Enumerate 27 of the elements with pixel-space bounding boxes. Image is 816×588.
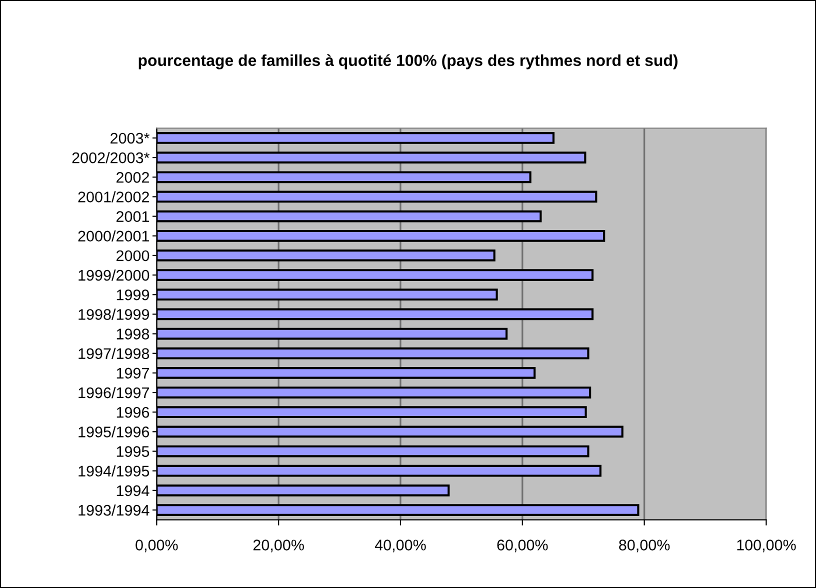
- x-tick-label: 60,00%: [497, 540, 548, 552]
- y-tick-label: 1994: [116, 485, 150, 496]
- y-tick-label: 1999: [116, 289, 150, 300]
- x-tick-label: 40,00%: [374, 540, 426, 552]
- y-tick-label: 2000/2001: [78, 230, 149, 242]
- chart-title: pourcentage de familles à quotité 100% (pays des rythmes nord et sud): [138, 54, 678, 70]
- x-tick-label: 0,00%: [136, 540, 178, 552]
- y-tick-label: 1997/1998: [78, 348, 150, 360]
- y-tick-label: 1998/1999: [78, 308, 150, 320]
- y-tick-label: 1995/1996: [78, 426, 150, 438]
- y-tick-label: 1995: [116, 446, 150, 457]
- y-tick-label: 1993/1994: [78, 504, 150, 516]
- y-tick-label: 2000: [116, 250, 150, 262]
- y-tick-label: 1999/2000: [78, 270, 150, 281]
- x-tick-label: 100,00%: [737, 540, 796, 552]
- x-tick-label: 20,00%: [253, 540, 304, 552]
- y-tick-label: 2002/2003*: [72, 152, 150, 164]
- y-tick-label: 1997: [116, 368, 149, 379]
- y-tick-label: 2002: [116, 172, 149, 183]
- y-tick-label: 1996: [116, 406, 150, 418]
- y-tick-label: 1998: [116, 328, 150, 340]
- y-tick-label: 1994/1995: [78, 465, 150, 477]
- y-tick-label: 2001/2002: [78, 191, 149, 202]
- x-tick-label: 80,00%: [619, 540, 670, 552]
- y-tick-label: 2003*: [110, 132, 150, 144]
- y-tick-label: 2001: [116, 211, 149, 222]
- y-tick-label: 1996/1997: [78, 386, 149, 398]
